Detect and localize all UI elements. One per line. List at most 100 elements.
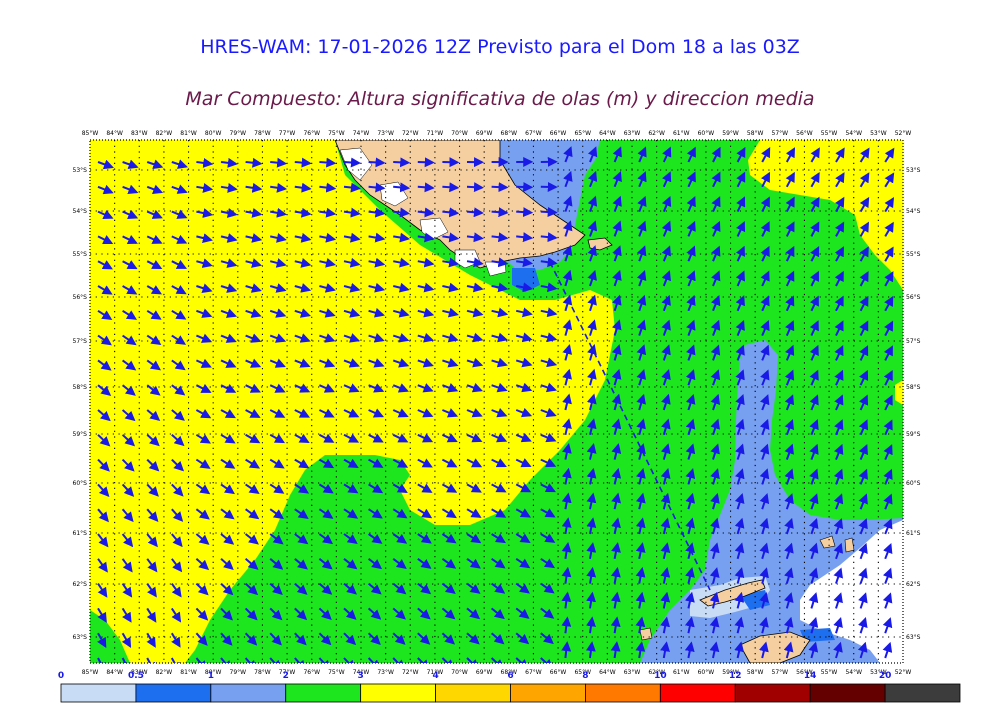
wave-arrow [784,418,794,436]
wave-arrow [735,245,746,262]
wave-arrow [294,308,311,318]
legend-tick-label: 10 [654,671,667,681]
wave-arrow [121,632,132,648]
wave-arrow [417,582,432,595]
wave-arrow [417,232,435,243]
wave-arrow [734,641,745,659]
wave-arrow [491,458,507,468]
lon-label-top: 65°W [574,130,591,137]
wave-arrow [220,508,235,520]
wave-arrow [883,345,893,361]
wave-arrow [610,566,621,584]
wave-arrow [859,320,869,337]
wave-arrow [710,393,721,411]
wave-arrow [561,517,572,535]
wave-arrow [97,434,111,447]
wave-arrow [586,616,596,634]
wave-arrow [709,641,720,659]
wave-arrow [685,542,695,560]
wave-arrow [195,383,212,393]
wave-arrow [442,307,459,318]
wave-arrow [809,369,819,386]
lon-label-bottom: 67°W [525,669,542,676]
wave-arrow [540,432,557,443]
lon-label-bottom: 75°W [328,669,345,676]
wave-arrow [294,333,311,343]
wave-arrow [491,407,508,418]
wave-arrow [491,357,508,368]
wave-arrow [785,221,795,237]
wave-arrow [685,369,696,386]
wave-arrow [661,344,671,361]
wave-arrow [368,508,383,519]
wave-arrow [97,384,112,396]
wave-arrow [195,433,211,444]
wave-arrow [294,157,312,168]
legend-tick-label: 0.5 [128,671,144,681]
wave-arrow [735,418,745,436]
wave-arrow [491,307,509,318]
wave-arrow [515,632,530,645]
wave-arrow [121,508,134,523]
wave-arrow [244,558,259,570]
wave-arrow [171,533,183,548]
wave-arrow [562,319,573,336]
wave-arrow [294,408,311,418]
wave-arrow [858,542,868,560]
wave-arrow [491,332,508,343]
wave-arrow [170,607,182,623]
wave-arrow [760,394,770,411]
wave-arrow [318,558,333,570]
wave-arrow [859,221,869,237]
legend-swatch [659,683,736,703]
wave-arrow [808,567,819,584]
wave-arrow [710,517,720,535]
wave-arrow [587,170,598,188]
legend-tick-label: 14 [804,671,817,681]
lon-label-top: 55°W [821,130,838,137]
wave-arrow [367,607,382,620]
wave-arrow [171,359,186,371]
wave-arrow [121,583,133,598]
wave-arrow [121,483,135,497]
wave-arrow [585,641,596,659]
wave-arrow [343,358,360,368]
wave-arrow [661,369,671,386]
wave-arrow [245,383,261,393]
wave-arrow [220,358,237,368]
wave-arrow [562,294,573,312]
wave-arrow [441,458,458,468]
wave-arrow [294,258,312,268]
wave-arrow [466,382,483,393]
wave-arrow [146,558,158,573]
wave-arrow [466,557,481,569]
wave-arrow [368,157,386,168]
wave-arrow [783,592,794,609]
wave-arrow [417,533,432,544]
wave-arrow [835,147,845,163]
wave-arrow [587,344,597,361]
wave-arrow [195,358,212,368]
wave-arrow [561,566,572,584]
lon-label-bottom: 76°W [303,669,320,676]
wave-arrow [882,592,893,609]
wave-arrow [809,443,819,460]
wave-arrow [834,320,844,337]
wave-arrow [660,591,671,609]
wave-arrow [809,493,819,510]
map-frame [89,139,904,664]
wave-arrow [808,517,819,535]
wave-arrow [562,418,572,436]
wave-arrow [611,492,622,510]
lon-label-top: 60°W [698,130,715,137]
wave-arrow [785,196,795,213]
wave-arrow [611,467,622,485]
legend-swatch [210,683,287,703]
wave-arrow [660,467,671,485]
wave-arrow [417,557,432,569]
wave-arrow [343,182,361,193]
wave-arrow [466,307,484,318]
wave-arrow [171,184,188,194]
wave-arrow [417,657,430,663]
wave-arrow [417,607,431,620]
